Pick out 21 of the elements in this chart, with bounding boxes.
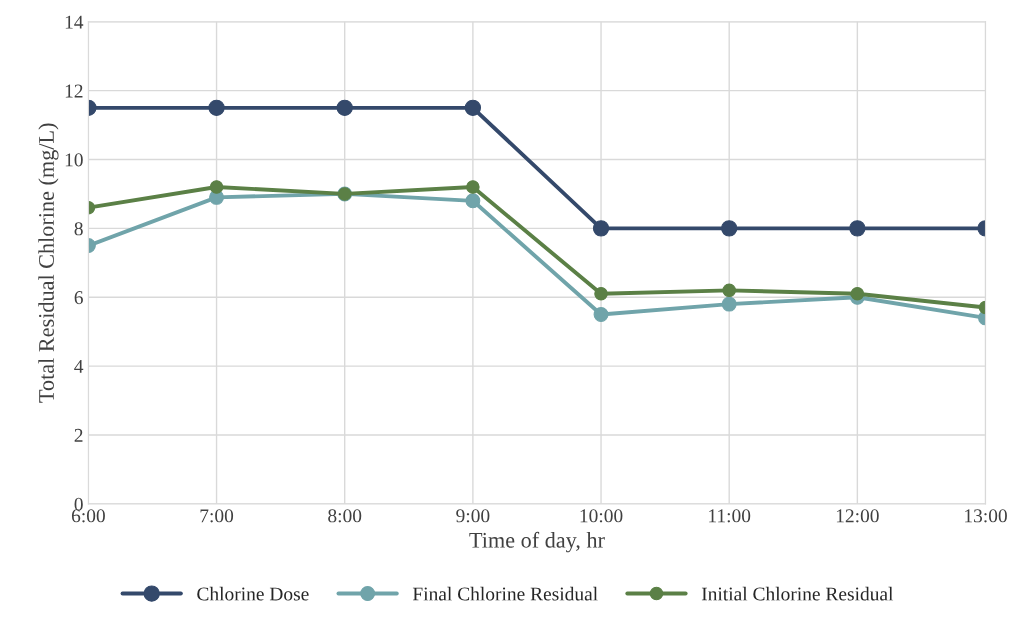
y-tick-label: 10	[65, 153, 83, 167]
x-tick-label: 6:00	[71, 509, 105, 523]
legend-label: Initial Chlorine Residual	[701, 586, 894, 601]
x-tick-label: 10:00	[580, 509, 623, 523]
x-tick-label: 12:00	[836, 509, 879, 523]
legend-label: Final Chlorine Residual	[412, 586, 598, 601]
y-tick-label: 8	[74, 222, 83, 236]
x-tick-label: 13:00	[965, 509, 1007, 523]
y-tick-label: 0	[74, 497, 83, 511]
y-tick-label: 4	[74, 360, 84, 373]
x-tick-label: 7:00	[200, 509, 234, 523]
y-axis-title: Total Residual Chlorine (mg/L)	[38, 123, 59, 403]
y-tick-label: 6	[74, 291, 83, 305]
x-tick-label: 11:00	[709, 509, 751, 523]
y-tick-label: 12	[65, 84, 83, 98]
x-tick-label: 9:00	[456, 509, 490, 523]
legend-label: Chlorine Dose	[197, 586, 309, 601]
y-tick-label: 14	[65, 15, 84, 29]
y-tick-label: 2	[74, 428, 83, 442]
x-axis-title: Time of day, hr	[469, 531, 605, 553]
x-tick-label: 8:00	[328, 509, 362, 523]
